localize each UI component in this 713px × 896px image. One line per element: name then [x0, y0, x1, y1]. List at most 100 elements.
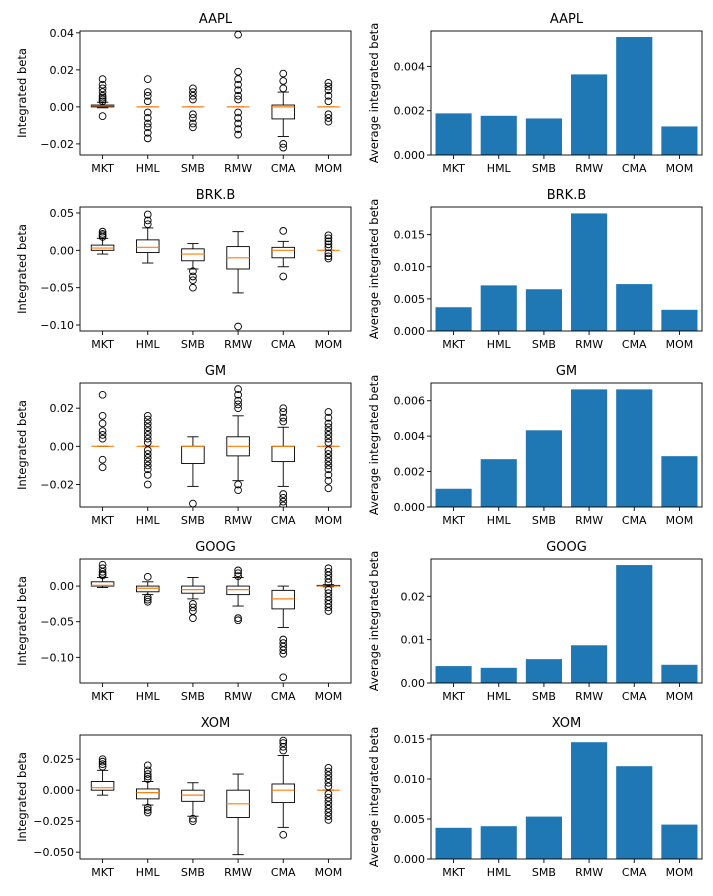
outlier-point [98, 757, 107, 766]
outlier-point [234, 396, 242, 405]
chart-title: GM [556, 364, 577, 379]
outlier-point [234, 616, 242, 625]
outlier-point [324, 252, 333, 261]
y-tick-label: 0.05 [50, 207, 75, 220]
y-tick-label: 0.02 [50, 64, 75, 77]
bar-cma [616, 284, 653, 331]
outlier-point [279, 646, 288, 655]
outlier-point [324, 575, 333, 583]
iqr-box [136, 788, 160, 800]
box-mom [317, 231, 340, 263]
outlier-point [234, 480, 242, 489]
iqr-box [271, 445, 295, 463]
outlier-point [98, 571, 107, 580]
y-axis-label: Average integrated beta [367, 375, 381, 516]
outlier-point [98, 431, 107, 439]
outlier-point [324, 117, 333, 126]
outlier-point [279, 742, 288, 751]
outlier-point [324, 97, 333, 106]
outlier-point [234, 125, 242, 133]
y-tick-label: 0.005 [394, 813, 426, 826]
y-tick-label: 0.015 [394, 229, 426, 242]
box-smb [181, 782, 205, 826]
outlier-point [234, 80, 242, 89]
axes-frame [430, 382, 703, 508]
x-tick-label: SMB [532, 866, 556, 879]
box-cma [271, 585, 295, 682]
outlier-point [143, 123, 152, 132]
outlier-point [143, 770, 152, 778]
y-tick-label: 0.00 [50, 440, 75, 453]
chart-title: GOOG [546, 540, 587, 555]
x-tick-label: HML [487, 338, 512, 351]
box-smb [181, 243, 205, 292]
outlier-point [324, 110, 333, 119]
outlier-point [324, 808, 333, 817]
x-tick-label: MOM [315, 690, 343, 703]
outlier-point [324, 82, 333, 91]
outlier-point [143, 88, 152, 96]
subplot-brkb-boxplot: −0.10 −0.05 0.00 0.05 MKT HML SMB RMW CMA MOM BRK.… [15, 188, 352, 351]
chart-title: BRK.B [196, 188, 236, 203]
iqr-box [271, 104, 295, 120]
subplot-goog-boxplot: −0.10 −0.05 0.00 MKT HML SMB RMW CMA MOM GOOG Inte… [15, 540, 352, 703]
y-axis-label: Integrated beta [15, 224, 29, 314]
bar-smb [525, 430, 562, 507]
axes-frame [79, 30, 352, 156]
outlier-point [189, 814, 197, 823]
outlier-point [279, 746, 288, 755]
x-tick-label: HML [487, 690, 512, 703]
plot-area [435, 389, 698, 507]
outlier-point [324, 446, 333, 455]
outlier-point [189, 267, 197, 276]
outlier-point [143, 461, 152, 470]
outlier-point [234, 400, 242, 409]
x-tick-label: HML [487, 514, 512, 527]
box-cma [271, 404, 295, 507]
outlier-point [324, 476, 333, 485]
outlier-point [143, 97, 152, 106]
outlier-point [234, 614, 242, 622]
outlier-point [324, 461, 333, 470]
x-tick-label: RMW [575, 514, 603, 527]
axes-frame [430, 30, 703, 156]
x-tick-label: HML [487, 162, 512, 175]
y-tick-label: −0.02 [40, 478, 74, 491]
outlier-point [324, 457, 333, 466]
iqr-box [271, 246, 295, 259]
outlier-point [279, 404, 288, 413]
outlier-point [98, 88, 107, 96]
outlier-point [234, 95, 242, 104]
outlier-point [143, 766, 152, 775]
outlier-point [279, 739, 288, 747]
y-axis-label: Integrated beta [15, 48, 29, 138]
x-tick-label: CMA [271, 866, 296, 879]
outlier-point [189, 88, 197, 96]
outlier-point [279, 413, 288, 422]
outlier-point [143, 434, 152, 443]
x-tick-label: RMW [575, 162, 603, 175]
y-tick-label: −0.10 [40, 651, 74, 664]
x-tick-label: RMW [224, 338, 252, 351]
box-hml [136, 761, 160, 817]
outlier-point [143, 772, 152, 781]
x-tick-label: MKT [442, 690, 465, 703]
y-tick-label: 0.004 [394, 60, 426, 73]
outlier-point [324, 91, 333, 100]
bar-mkt [435, 827, 472, 859]
x-tick-label: CMA [622, 338, 647, 351]
outlier-point [324, 431, 333, 439]
x-tick-label: RMW [224, 514, 252, 527]
box-rmw [226, 385, 250, 495]
outlier-point [324, 234, 333, 243]
outlier-point [189, 114, 197, 122]
outlier-point [143, 453, 152, 462]
outlier-point [143, 427, 152, 435]
outlier-point [324, 450, 333, 458]
y-tick-label: 0.04 [50, 27, 75, 40]
y-tick-label: 0.006 [394, 395, 426, 408]
box-rmw [226, 773, 250, 856]
outlier-point [234, 572, 242, 580]
outlier-point [98, 84, 107, 93]
outlier-point [324, 607, 333, 615]
